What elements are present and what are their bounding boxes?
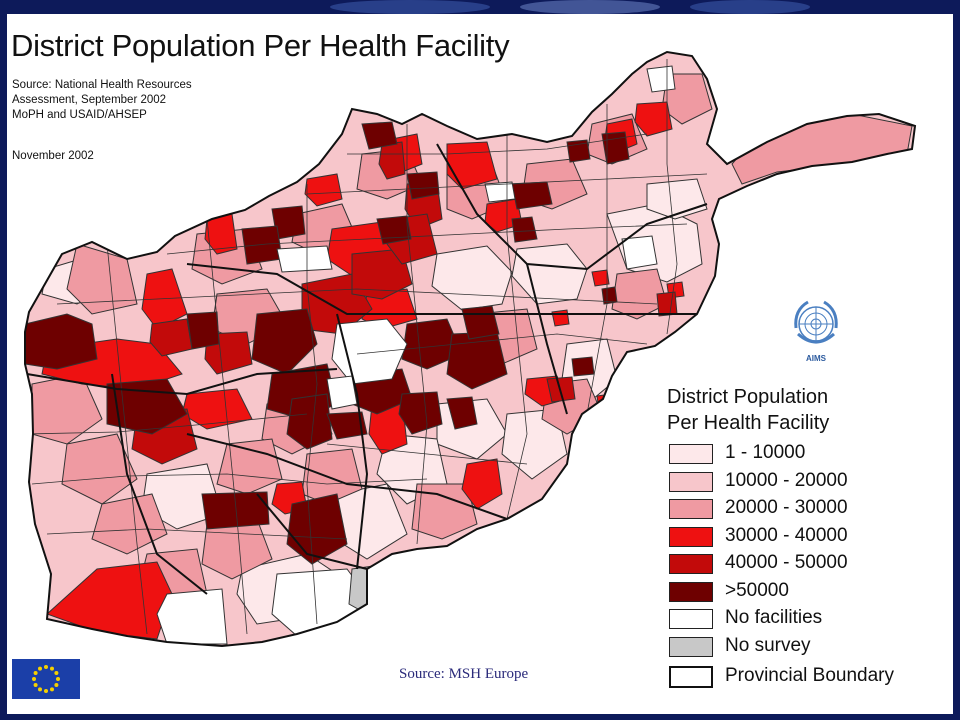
legend-item-40000-50000: 40000 - 50000 — [667, 552, 947, 580]
afghanistan-district-map — [24, 50, 917, 648]
legend-swatch — [669, 636, 713, 657]
legend-label: 40000 - 50000 — [725, 552, 848, 573]
legend-title-line: Per Health Facility — [667, 412, 830, 434]
legend-swatch — [669, 499, 713, 519]
source-note-line: Source: National Health Resources — [12, 79, 192, 91]
legend-label: 10000 - 20000 — [725, 469, 848, 491]
un-emblem-icon — [794, 300, 838, 344]
eu-stars-icon — [32, 665, 60, 693]
legend-label: No facilities — [725, 607, 823, 628]
legend-item-no-survey: No survey — [667, 635, 947, 663]
background-streak — [330, 0, 490, 14]
legend-swatch — [669, 526, 713, 547]
legend-label: 30000 - 40000 — [725, 524, 848, 546]
source-notes: Source: National Health Resources Assess… — [12, 78, 192, 123]
legend-item-1-10000: 1 - 10000 — [667, 442, 947, 470]
background-streak — [690, 0, 810, 14]
districts-30000-40000 — [41, 101, 685, 640]
legend-title-line: District Population — [667, 386, 829, 408]
map-title: District Population Per Health Facility — [11, 28, 510, 63]
country-outline — [24, 50, 917, 648]
map-legend: District Population Per Health Facility … — [667, 384, 947, 690]
legend-item-over-50000: >50000 — [667, 580, 947, 608]
districts-no-survey — [348, 563, 393, 615]
legend-label: No survey — [725, 634, 811, 656]
legend-label: Provincial Boundary — [725, 665, 894, 686]
legend-label: 1 - 10000 — [725, 442, 806, 463]
legend-swatch — [669, 581, 713, 602]
background-streak — [520, 0, 660, 14]
un-emblem: AIMS — [790, 298, 846, 374]
legend-swatch — [669, 666, 713, 688]
legend-item-10000-20000: 10000 - 20000 — [667, 470, 947, 498]
source-note-line: MoPH and USAID/AHSEP — [12, 109, 147, 121]
un-emblem-label: AIMS — [806, 354, 826, 363]
legend-item-provincial-boundary: Provincial Boundary — [667, 662, 947, 690]
date-note: November 2002 — [12, 150, 94, 162]
legend-swatch — [669, 609, 713, 629]
districts-no-facilities — [156, 65, 676, 645]
legend-item-no-facilities: No facilities — [667, 607, 947, 635]
source-note-line: Assessment, September 2002 — [12, 94, 167, 106]
legend-swatch — [669, 444, 713, 464]
legend-item-30000-40000: 30000 - 40000 — [667, 525, 947, 553]
provincial-boundaries — [26, 143, 708, 595]
legend-item-20000-30000: 20000 - 30000 — [667, 497, 947, 525]
legend-label: >50000 — [725, 579, 789, 601]
slide-panel: District Population Per Health Facility … — [7, 14, 953, 714]
legend-swatch — [669, 471, 713, 492]
legend-title: District Population Per Health Facility — [667, 384, 947, 436]
map-source-credit: Source: MSH Europe — [399, 666, 529, 682]
legend-swatch — [669, 554, 713, 574]
eu-flag — [12, 659, 80, 699]
legend-label: 20000 - 30000 — [725, 497, 848, 518]
